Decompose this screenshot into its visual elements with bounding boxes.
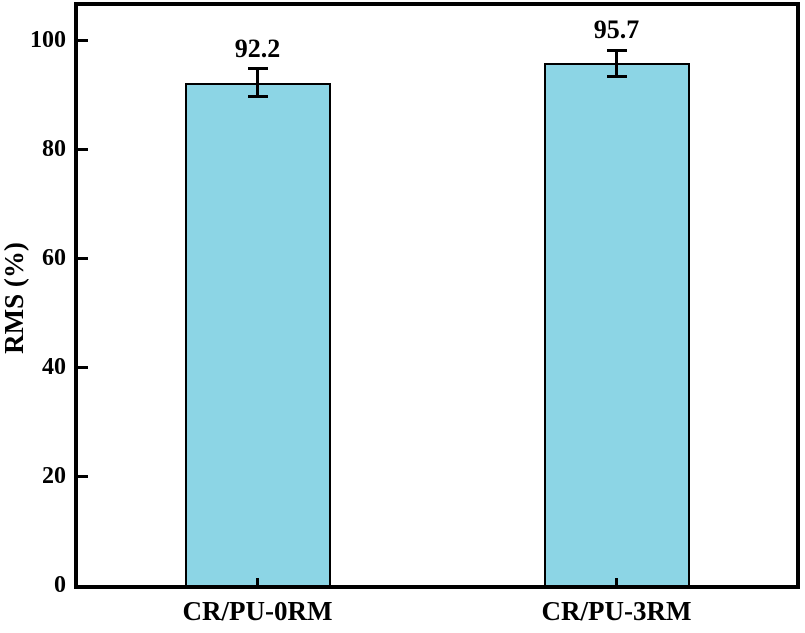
bar-value-label: 92.2 — [234, 33, 281, 63]
y-axis-tick-label: 40 — [42, 354, 66, 380]
error-bar-cap — [247, 67, 268, 71]
error-bar-line — [615, 50, 618, 77]
error-bar-cap — [247, 94, 268, 98]
y-axis-tick — [78, 474, 88, 478]
bar-value-label: 95.7 — [593, 15, 640, 45]
y-axis-title: RMS (%) — [0, 242, 29, 354]
x-category-label: CR/PU-0RM — [182, 596, 333, 626]
y-axis-tick — [78, 147, 88, 151]
x-category-label: CR/PU-3RM — [541, 596, 692, 626]
plot-area — [74, 2, 800, 589]
y-axis-tick-label: 80 — [42, 136, 66, 162]
bar — [184, 82, 331, 585]
y-axis-tick-label: 100 — [30, 27, 66, 53]
x-axis-tick — [615, 578, 618, 585]
x-axis-tick — [256, 578, 259, 585]
error-bar-line — [256, 68, 259, 97]
y-axis-tick — [78, 38, 88, 42]
y-axis-tick-label: 60 — [42, 245, 66, 271]
y-axis-tick — [78, 256, 88, 260]
y-axis-tick-label: 0 — [54, 572, 66, 598]
y-axis-tick — [78, 365, 88, 369]
error-bar-cap — [606, 48, 627, 52]
y-axis-tick-label: 20 — [42, 463, 66, 489]
error-bar-cap — [606, 75, 627, 78]
bar — [543, 63, 690, 585]
